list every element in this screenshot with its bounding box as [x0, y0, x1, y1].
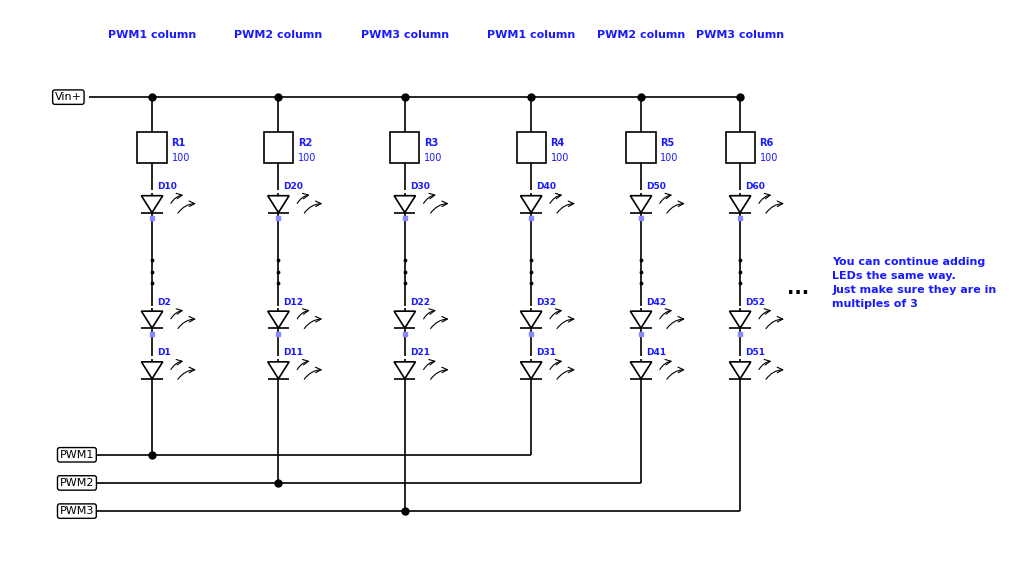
- Text: PWM1 column: PWM1 column: [487, 30, 575, 40]
- Polygon shape: [141, 362, 163, 379]
- Text: D11: D11: [284, 348, 303, 357]
- Text: D20: D20: [284, 182, 303, 191]
- Polygon shape: [394, 311, 416, 328]
- FancyBboxPatch shape: [390, 132, 420, 164]
- Polygon shape: [729, 311, 751, 328]
- Text: 100: 100: [171, 153, 189, 163]
- Text: D22: D22: [410, 298, 430, 307]
- Text: D21: D21: [410, 348, 430, 357]
- FancyBboxPatch shape: [264, 132, 293, 164]
- Text: D51: D51: [745, 348, 765, 357]
- Text: 100: 100: [760, 153, 778, 163]
- Polygon shape: [267, 311, 289, 328]
- FancyBboxPatch shape: [726, 132, 755, 164]
- Text: R1: R1: [171, 138, 185, 148]
- Text: D30: D30: [410, 182, 429, 191]
- Text: PWM2 column: PWM2 column: [234, 30, 323, 40]
- Text: D50: D50: [646, 182, 666, 191]
- Polygon shape: [631, 311, 651, 328]
- Text: PWM3 column: PWM3 column: [696, 30, 784, 40]
- Text: D2: D2: [157, 298, 171, 307]
- Text: D1: D1: [157, 348, 171, 357]
- Polygon shape: [141, 311, 163, 328]
- Text: PWM2: PWM2: [59, 478, 94, 488]
- Text: R5: R5: [660, 138, 675, 148]
- Text: D31: D31: [536, 348, 556, 357]
- Text: D12: D12: [284, 298, 303, 307]
- Polygon shape: [729, 362, 751, 379]
- Text: D10: D10: [157, 182, 177, 191]
- Polygon shape: [394, 362, 416, 379]
- Polygon shape: [141, 196, 163, 213]
- Text: D32: D32: [536, 298, 556, 307]
- Text: PWM3 column: PWM3 column: [360, 30, 449, 40]
- Polygon shape: [520, 362, 542, 379]
- Polygon shape: [631, 196, 651, 213]
- Text: D60: D60: [745, 182, 765, 191]
- Text: R2: R2: [298, 138, 312, 148]
- Text: R3: R3: [424, 138, 438, 148]
- Text: 100: 100: [424, 153, 442, 163]
- Text: D40: D40: [536, 182, 556, 191]
- Polygon shape: [729, 196, 751, 213]
- Text: 100: 100: [660, 153, 679, 163]
- Text: D42: D42: [646, 298, 666, 307]
- Polygon shape: [267, 362, 289, 379]
- Text: ...: ...: [787, 279, 810, 298]
- Polygon shape: [520, 196, 542, 213]
- Polygon shape: [520, 311, 542, 328]
- Text: Vin+: Vin+: [55, 92, 82, 102]
- Polygon shape: [267, 196, 289, 213]
- FancyBboxPatch shape: [516, 132, 546, 164]
- Text: You can continue adding
LEDs the same way.
Just make sure they are in
multiples : You can continue adding LEDs the same wa…: [833, 257, 996, 309]
- Text: PWM3: PWM3: [59, 506, 94, 516]
- Text: PWM2 column: PWM2 column: [597, 30, 685, 40]
- Polygon shape: [631, 362, 651, 379]
- Text: 100: 100: [298, 153, 316, 163]
- Text: R6: R6: [760, 138, 774, 148]
- Text: D52: D52: [745, 298, 765, 307]
- Text: PWM1: PWM1: [59, 450, 94, 460]
- Polygon shape: [394, 196, 416, 213]
- FancyBboxPatch shape: [627, 132, 655, 164]
- Text: PWM1 column: PWM1 column: [108, 30, 197, 40]
- Text: 100: 100: [551, 153, 569, 163]
- Text: D41: D41: [646, 348, 666, 357]
- Text: R4: R4: [551, 138, 565, 148]
- FancyBboxPatch shape: [137, 132, 167, 164]
